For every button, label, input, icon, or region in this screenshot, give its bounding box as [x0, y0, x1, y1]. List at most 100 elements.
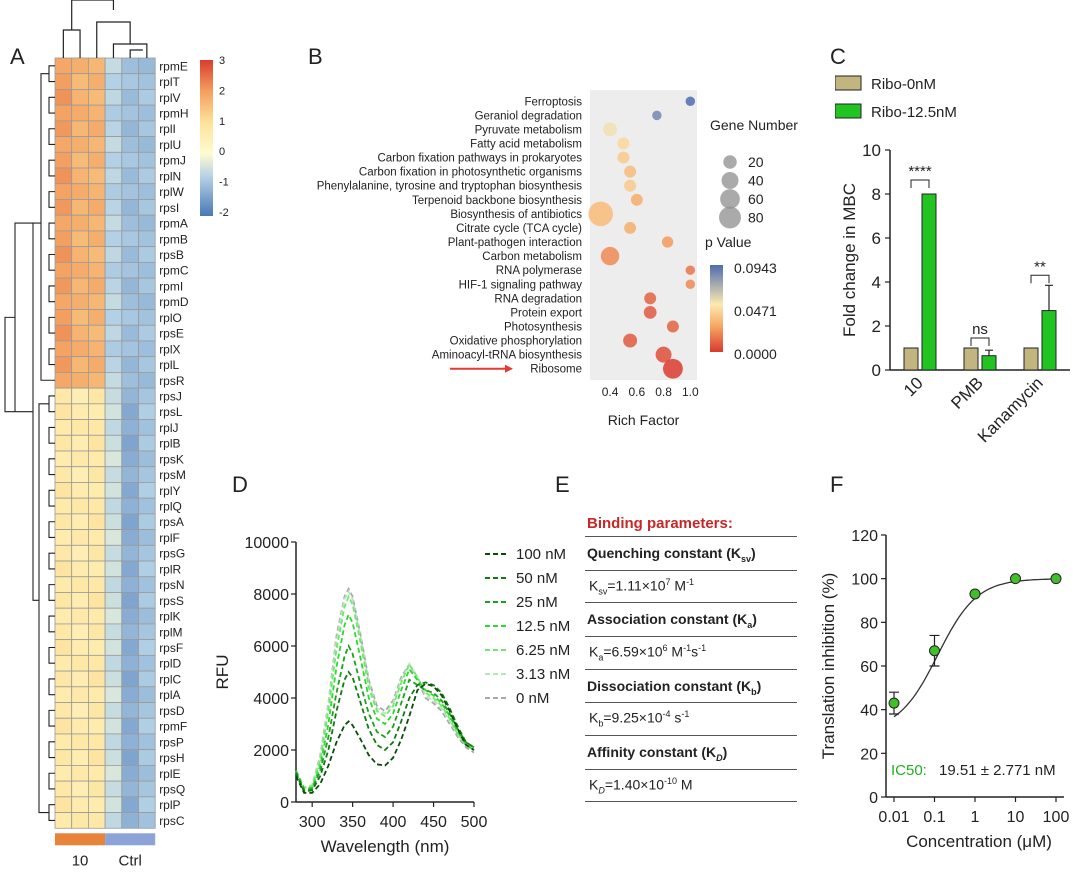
- heatmap-cell: [88, 371, 106, 389]
- heatmap-cell: [71, 733, 89, 751]
- row-dendrogram: [4, 65, 55, 821]
- heatmap-cell: [104, 765, 123, 782]
- heatmap-row-label: rpsH: [159, 751, 184, 765]
- colorbar-tick: -2: [219, 207, 229, 219]
- dissociation-heading: Dissociation constant (Kb): [587, 677, 762, 697]
- panel-label-c: C: [830, 44, 846, 69]
- y-axis-label: Fold change in MBC: [840, 183, 859, 337]
- pathway-label: Phenylalanine, tyrosine and tryptophan b…: [317, 181, 583, 193]
- heatmap-cell: [71, 780, 89, 798]
- heatmap-cell: [104, 576, 123, 593]
- heatmap-cell: [104, 136, 123, 153]
- heatmap-cell: [54, 466, 73, 483]
- x-tick-label: 350: [339, 814, 366, 831]
- heatmap-cell: [121, 57, 139, 75]
- pvalue-tick: 0.0943: [734, 260, 777, 276]
- heatmap-cell: [138, 419, 156, 436]
- heatmap-cell: [54, 780, 73, 798]
- heatmap-cell: [121, 702, 139, 719]
- heatmap-cell: [104, 654, 123, 672]
- heatmap-cell: [71, 73, 89, 90]
- y-axis-label: Translation inhibition (%): [819, 573, 838, 759]
- heatmap-cell: [54, 560, 73, 578]
- heatmap-cell: [54, 309, 73, 326]
- heatmap-cell: [88, 466, 106, 483]
- heatmap-cell: [88, 403, 106, 420]
- significance-label: ****: [908, 163, 932, 180]
- bar: [1041, 310, 1057, 371]
- heatmap-cell: [54, 529, 73, 546]
- heatmap-cell: [71, 497, 89, 515]
- x-tick-label: 0.4: [602, 385, 619, 399]
- heatmap-cell: [138, 167, 156, 185]
- heatmap-cell: [104, 120, 123, 137]
- heatmap-row-label: rplV: [159, 91, 180, 105]
- pathway-bubble: [661, 236, 674, 248]
- heatmap-cell: [71, 136, 89, 153]
- heatmap-cell: [88, 717, 106, 735]
- heatmap-row-label: rplX: [159, 342, 180, 356]
- heatmap-row-label: rpsE: [159, 327, 184, 341]
- heatmap-cell: [54, 513, 73, 531]
- pathway-label: Protein export: [510, 307, 582, 319]
- y-tick-label: 4000: [253, 691, 289, 708]
- pathway-bubble: [652, 110, 662, 121]
- heatmap-cell: [138, 702, 156, 719]
- size-legend-bubble: [723, 155, 737, 169]
- heatmap-cell: [71, 544, 89, 562]
- heatmap-cell: [54, 89, 73, 106]
- heatmap-row-label: rpmF: [159, 720, 187, 734]
- heatmap-row-label: rplA: [159, 688, 180, 702]
- heatmap-cell: [54, 57, 73, 75]
- heatmap-cell: [88, 592, 106, 609]
- heatmap-row-label: rpsG: [159, 547, 185, 561]
- heatmap-cell: [138, 199, 156, 216]
- bar: [921, 193, 937, 371]
- heatmap-cell: [88, 324, 106, 342]
- heatmap-cell: [88, 639, 106, 656]
- heatmap-cell: [88, 199, 106, 216]
- heatmap-cell: [138, 544, 156, 562]
- heatmap-cell: [121, 340, 139, 358]
- heatmap-cell: [54, 199, 73, 216]
- heatmap-cell: [71, 639, 89, 656]
- heatmap-cell: [104, 482, 123, 499]
- highlight-arrowhead: [505, 364, 513, 373]
- group-label: Ctrl: [118, 852, 141, 869]
- legend-label: 3.13 nM: [516, 666, 570, 683]
- heatmap-cell: [104, 686, 123, 703]
- heatmap-cell: [71, 482, 89, 499]
- significance-label: ns: [972, 321, 988, 338]
- heatmap-cell: [121, 324, 139, 342]
- heatmap-row-label: rplD: [159, 657, 181, 671]
- y-tick-label: 8000: [253, 587, 289, 604]
- pathway-label: Citrate cycle (TCA cycle): [456, 223, 582, 235]
- heatmap-cell: [88, 482, 106, 499]
- heatmap-cell: [88, 670, 106, 688]
- heatmap-cell: [138, 403, 156, 420]
- enrichment-bubble-chart: Ferroptosis Geraniol degradation Pyruvate …: [317, 90, 798, 428]
- heatmap-cell: [71, 371, 89, 389]
- heatmap-cell: [71, 592, 89, 609]
- heatmap-cell: [88, 246, 106, 263]
- heatmap-cell: [71, 796, 89, 813]
- pathway-bubble: [666, 320, 679, 333]
- heatmap-row-label: rplQ: [159, 500, 182, 514]
- y-tick-label: 20: [860, 746, 878, 763]
- heatmap-cell: [138, 576, 156, 593]
- heatmap-cell: [121, 513, 139, 531]
- heatmap-cell: [71, 230, 89, 248]
- heatmap-cell: [138, 230, 156, 248]
- heatmap-cell: [104, 104, 123, 122]
- pathway-bubble: [655, 346, 672, 363]
- heatmap-cell: [104, 183, 123, 200]
- heatmap-cell: [138, 293, 156, 310]
- pathway-bubble: [617, 151, 630, 164]
- size-legend-label: 40: [748, 173, 764, 189]
- legend-label: 50 nM: [516, 570, 558, 587]
- pathway-label: Carbon fixation pathways in prokaryotes: [377, 153, 582, 165]
- heatmap-cell: [121, 639, 139, 656]
- heatmap-cell: [54, 324, 73, 342]
- quenching-value: Ksv=1.11×107 M-1: [589, 576, 695, 597]
